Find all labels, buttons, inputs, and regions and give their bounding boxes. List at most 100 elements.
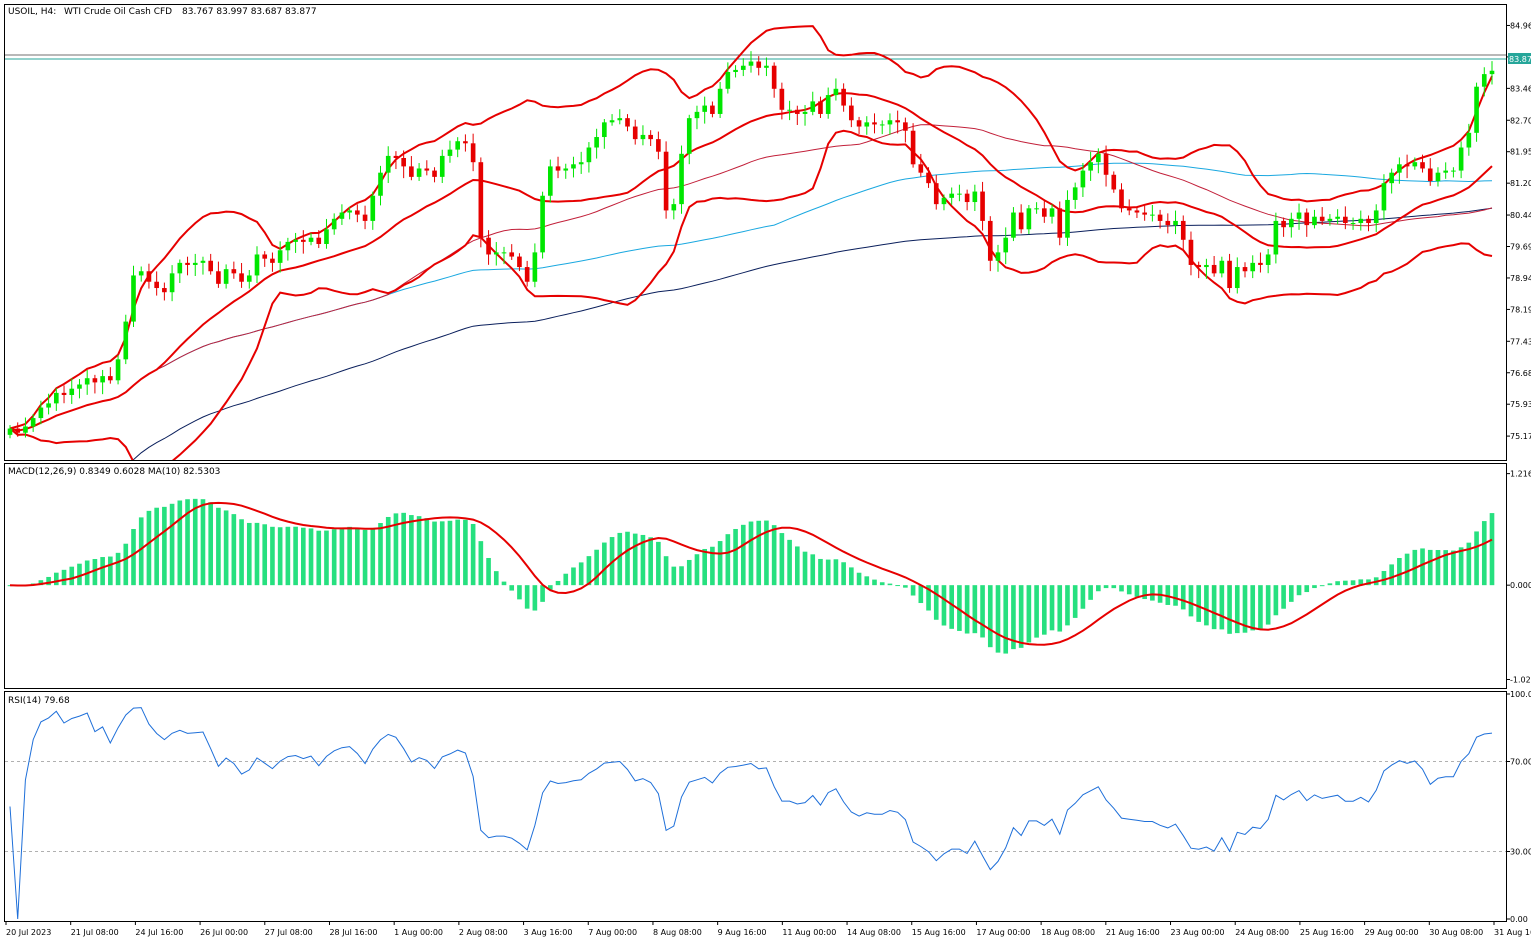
price-tick-label: 78.94	[1510, 274, 1531, 283]
candle-body	[972, 191, 978, 203]
macd-histogram-bar	[470, 523, 476, 586]
macd-histogram-bar	[895, 585, 900, 587]
rsi-series-group	[5, 707, 1506, 920]
candle-body	[331, 218, 337, 230]
candle-body	[1134, 210, 1140, 213]
candle-body	[246, 275, 252, 282]
candle-body	[1435, 172, 1441, 182]
current-price-tag: 83.87	[1508, 53, 1531, 64]
macd-histogram-bar	[1466, 542, 1472, 586]
candle-body	[84, 378, 90, 385]
price-tick-label: 79.69	[1510, 243, 1531, 252]
candle-body	[756, 61, 762, 68]
candle-body	[493, 252, 499, 255]
candle-body	[470, 143, 476, 163]
candle-body	[447, 149, 453, 156]
macd-histogram-bar	[378, 523, 383, 586]
rsi-tick-label: 30.00	[1510, 848, 1531, 857]
candle-body	[1119, 189, 1124, 209]
macd-histogram-bar	[602, 542, 607, 586]
macd-histogram-bar	[964, 585, 970, 634]
price-series-group	[7, 25, 1495, 460]
macd-histogram-bar	[478, 541, 484, 586]
candle-body	[833, 88, 839, 96]
macd-histogram-bar	[679, 566, 684, 586]
candle-body	[1358, 218, 1364, 224]
candle-body	[1150, 214, 1155, 216]
macd-series-group	[7, 498, 1495, 654]
candle-body	[416, 168, 422, 177]
macd-histogram-bar	[509, 585, 515, 591]
candle-body	[656, 139, 661, 152]
macd-histogram-bar	[108, 556, 113, 586]
candle-body	[270, 258, 275, 263]
macd-histogram-bar	[1134, 585, 1140, 597]
candle-body	[61, 392, 67, 395]
macd-histogram-bar	[648, 537, 653, 586]
time-tick-label: 3 Aug 16:00	[524, 928, 573, 937]
macd-histogram-bar	[1026, 585, 1032, 643]
candle-body	[401, 158, 406, 167]
candle-body	[308, 237, 314, 242]
price-tick-label: 82.70	[1510, 116, 1531, 125]
time-tick-label: 15 Aug 16:00	[912, 928, 966, 937]
candle-body	[1072, 187, 1078, 200]
macd-histogram-bar	[1435, 549, 1441, 586]
macd-histogram-bar	[825, 559, 831, 586]
macd-histogram-bar	[162, 506, 167, 586]
candle-body	[439, 155, 445, 177]
macd-histogram-bar	[1103, 585, 1109, 589]
macd-histogram-bar	[1481, 521, 1487, 586]
macd-histogram-bar	[532, 585, 538, 611]
candle-body	[146, 271, 152, 282]
candle-body	[1250, 262, 1256, 272]
candle-body	[779, 88, 785, 110]
candle-body	[1011, 212, 1016, 238]
candle-body	[254, 254, 260, 276]
candle-body	[1204, 264, 1209, 268]
macd-histogram-bar	[1397, 558, 1402, 586]
macd-histogram-bar	[617, 532, 623, 586]
candle-body	[771, 65, 777, 89]
price-axis: 84.9684.2183.4682.7081.9581.2080.4479.69…	[1506, 21, 1531, 441]
candle-body	[216, 271, 221, 284]
macd-histogram-bar	[1304, 585, 1310, 593]
price-tick-label: 84.96	[1510, 21, 1531, 30]
macd-histogram-bar	[540, 585, 545, 602]
candle-body	[818, 101, 823, 114]
macd-tick-label: 0.0000	[1510, 581, 1531, 590]
candle-body	[169, 273, 175, 293]
macd-histogram-bar	[1018, 585, 1024, 648]
candle-body	[1242, 267, 1248, 272]
macd-histogram-bar	[756, 520, 762, 586]
macd-histogram-bar	[1319, 585, 1325, 587]
time-tick-label: 21 Aug 16:00	[1106, 928, 1160, 937]
candle-body	[1219, 260, 1225, 274]
ma-slow-line	[132, 207, 1493, 460]
macd-histogram-bar	[293, 526, 298, 586]
time-axis: 20 Jul 2023 21 Jul 08:00 24 Jul 16:00 26 Ju…	[5, 921, 1531, 937]
candle-body	[1180, 220, 1186, 240]
candle-body	[1373, 210, 1379, 224]
macd-histogram-bar	[1011, 585, 1016, 650]
candle-body	[964, 193, 970, 203]
macd-histogram-bar	[1227, 585, 1232, 634]
time-tick-label: 24 Jul 16:00	[135, 928, 183, 937]
candle-body	[177, 262, 183, 274]
candle-body	[733, 69, 738, 73]
candle-body	[7, 428, 13, 435]
candle-body	[77, 384, 82, 389]
macd-histogram-bar	[849, 567, 854, 586]
candle-body	[486, 237, 491, 255]
macd-histogram-bar	[1173, 585, 1178, 606]
candle-body	[1188, 239, 1194, 265]
macd-histogram-bar	[231, 514, 237, 586]
macd-histogram-bar	[262, 524, 268, 586]
candle-body	[1026, 208, 1032, 230]
candle-body	[1126, 208, 1132, 211]
candle-body	[903, 122, 908, 131]
candle-body	[38, 407, 44, 419]
candle-body	[1080, 170, 1086, 188]
macd-histogram-bar	[972, 585, 978, 634]
macd-histogram-bar	[355, 527, 360, 586]
